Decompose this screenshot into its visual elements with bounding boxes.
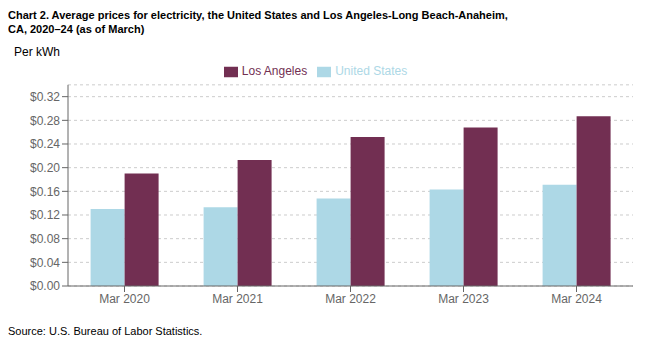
html-text:Chart 2. Average prices for el: Chart 2. Average prices for electricity,… <box>8 9 508 21</box>
svg-text:Mar 2022: Mar 2022 <box>325 292 376 306</box>
svg-text:$0.20: $0.20 <box>30 161 60 175</box>
svg-text:Mar 2020: Mar 2020 <box>99 292 150 306</box>
svg-text:$0.12: $0.12 <box>30 208 60 222</box>
svg-text:$0.00: $0.00 <box>30 279 60 293</box>
svg-text:$0.28: $0.28 <box>30 114 60 128</box>
svg-text:$0.32: $0.32 <box>30 90 60 104</box>
svg-text:$0.08: $0.08 <box>30 232 60 246</box>
svg-text:$0.24: $0.24 <box>30 137 60 151</box>
html-text:Per kWh: Per kWh <box>14 45 60 59</box>
html-text:CA, 2020–24 (as of March): CA, 2020–24 (as of March) <box>8 23 145 35</box>
svg-text:$0.16: $0.16 <box>30 185 60 199</box>
svg-text:$0.04: $0.04 <box>30 256 60 270</box>
svg-text:Mar 2024: Mar 2024 <box>551 292 602 306</box>
html-text:Los Angeles: Los Angeles <box>241 64 308 78</box>
svg-text:Mar 2023: Mar 2023 <box>438 292 489 306</box>
html-text:United States: United States <box>335 64 408 78</box>
svg-text:Mar 2021: Mar 2021 <box>212 292 263 306</box>
html-text:Source: U.S. Bureau of Labor S: Source: U.S. Bureau of Labor Statistics. <box>8 325 203 337</box>
